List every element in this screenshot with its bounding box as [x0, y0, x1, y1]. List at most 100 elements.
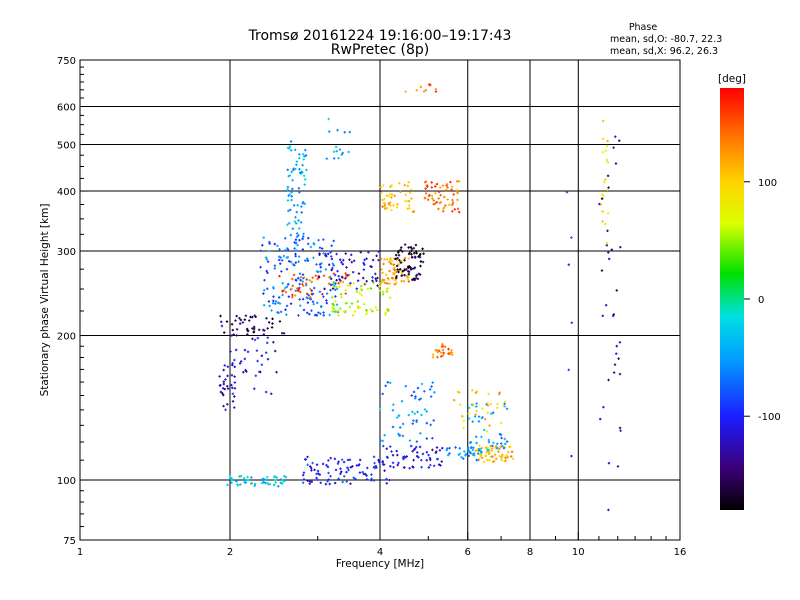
- data-point: [431, 436, 434, 440]
- data-point: [335, 287, 339, 290]
- data-point: [506, 456, 509, 459]
- data-point: [305, 168, 308, 172]
- y-tick-label: 400: [57, 187, 76, 198]
- data-point: [604, 222, 607, 226]
- data-point: [325, 301, 328, 305]
- data-point: [340, 458, 344, 461]
- data-point: [449, 180, 452, 184]
- data-point: [364, 472, 367, 476]
- data-point: [328, 263, 331, 266]
- data-point: [502, 446, 506, 450]
- data-point: [474, 391, 478, 395]
- data-point: [270, 392, 273, 395]
- data-point: [330, 257, 334, 261]
- data-point: [615, 289, 618, 292]
- data-point: [459, 403, 462, 406]
- data-point: [371, 279, 374, 282]
- data-point: [365, 308, 368, 312]
- data-point: [329, 251, 332, 254]
- data-point: [273, 476, 276, 479]
- data-point: [340, 470, 343, 473]
- data-point: [243, 357, 247, 361]
- data-point: [486, 402, 489, 405]
- data-point: [419, 264, 422, 268]
- data-point: [432, 464, 436, 468]
- data-point: [416, 386, 420, 390]
- data-point: [349, 466, 353, 469]
- data-point: [308, 313, 311, 316]
- data-point: [365, 310, 369, 313]
- data-point: [397, 461, 400, 465]
- data-point: [356, 279, 360, 282]
- data-point: [233, 406, 236, 409]
- data-point: [313, 314, 317, 317]
- data-point: [297, 187, 301, 190]
- data-point: [223, 331, 226, 334]
- data-point: [362, 261, 365, 265]
- data-point: [475, 458, 478, 462]
- data-point: [385, 482, 388, 485]
- data-point: [291, 187, 294, 191]
- data-point: [344, 252, 347, 255]
- data-point: [484, 418, 487, 421]
- data-point: [396, 453, 399, 457]
- data-point: [318, 473, 322, 476]
- data-point: [458, 452, 462, 455]
- data-point: [291, 293, 294, 297]
- data-point: [333, 481, 337, 485]
- data-point: [366, 287, 370, 290]
- data-point: [239, 483, 242, 486]
- data-point: [397, 263, 401, 266]
- data-point: [419, 397, 422, 400]
- data-point: [383, 197, 386, 201]
- data-point: [304, 178, 307, 181]
- data-point: [381, 198, 384, 202]
- data-point: [222, 382, 225, 386]
- data-point: [297, 314, 300, 317]
- data-point: [404, 193, 407, 197]
- data-point: [373, 466, 377, 470]
- data-point: [615, 344, 618, 348]
- data-point: [334, 310, 337, 314]
- data-point: [325, 157, 329, 160]
- data-point: [239, 360, 243, 363]
- data-point: [271, 302, 275, 305]
- data-point: [407, 273, 411, 276]
- data-point: [380, 191, 383, 194]
- data-point: [331, 310, 334, 313]
- data-point: [283, 479, 286, 483]
- data-point: [601, 210, 604, 213]
- data-point: [289, 260, 293, 264]
- data-point: [286, 199, 290, 202]
- data-point: [498, 392, 501, 396]
- data-point: [379, 186, 382, 189]
- data-point: [294, 216, 297, 219]
- data-point: [322, 238, 325, 241]
- data-point: [423, 196, 427, 200]
- data-point: [379, 283, 382, 286]
- data-point: [296, 243, 299, 247]
- data-point: [230, 478, 233, 482]
- data-point: [350, 260, 353, 264]
- data-point: [220, 324, 224, 328]
- data-point: [312, 256, 315, 259]
- data-point: [606, 161, 610, 164]
- data-point: [407, 280, 411, 283]
- data-point: [357, 272, 361, 275]
- data-point: [500, 458, 503, 462]
- data-point: [407, 270, 410, 273]
- data-point: [256, 359, 259, 363]
- data-point: [274, 481, 277, 484]
- data-point: [334, 300, 337, 303]
- data-point: [390, 183, 393, 187]
- colorbar-ticks: 100 0 -100: [744, 178, 781, 423]
- data-point: [411, 450, 414, 453]
- data-point: [469, 440, 473, 444]
- data-point: [431, 356, 435, 359]
- data-point: [378, 408, 382, 411]
- data-point: [266, 327, 269, 330]
- data-point: [348, 458, 352, 461]
- data-point: [495, 457, 498, 460]
- data-point: [271, 317, 274, 321]
- data-point: [462, 426, 465, 429]
